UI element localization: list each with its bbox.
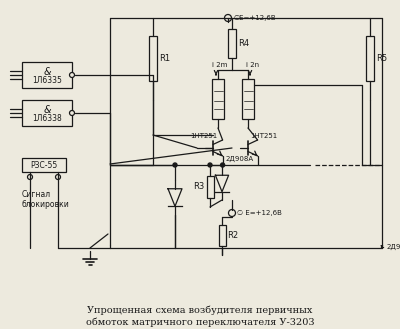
- Text: i 2n: i 2n: [246, 62, 259, 68]
- Bar: [212, 79, 224, 119]
- Text: РЗС-55: РЗС-55: [30, 161, 58, 169]
- Text: 2Д908А: 2Д908А: [387, 243, 400, 250]
- Circle shape: [221, 163, 225, 167]
- Text: ∅E=+12,6B: ∅E=+12,6B: [233, 15, 276, 21]
- Circle shape: [208, 163, 212, 167]
- Bar: [206, 176, 214, 198]
- Text: R1: R1: [159, 54, 170, 63]
- Text: &: &: [43, 105, 51, 115]
- Bar: [218, 225, 226, 246]
- Text: Сигнал
блокировки: Сигнал блокировки: [22, 190, 70, 209]
- Text: обмоток матричного переключателя У-3203: обмоток матричного переключателя У-3203: [86, 317, 314, 327]
- Bar: [22, 62, 72, 88]
- Text: i 2m: i 2m: [212, 62, 227, 68]
- Text: 1НТ251: 1НТ251: [250, 133, 278, 139]
- Text: R5: R5: [376, 54, 387, 63]
- Text: R4: R4: [238, 39, 249, 48]
- Bar: [149, 36, 157, 81]
- Bar: [22, 158, 66, 172]
- Text: ∅ E=+12,6B: ∅ E=+12,6B: [237, 210, 282, 216]
- Text: R2: R2: [228, 231, 239, 240]
- Text: R3: R3: [193, 182, 204, 191]
- Text: Упрощенная схема возбудителя первичных: Упрощенная схема возбудителя первичных: [87, 305, 313, 315]
- Text: 1Л6335: 1Л6335: [32, 76, 62, 85]
- Bar: [366, 36, 374, 81]
- Bar: [242, 79, 254, 119]
- Bar: [22, 100, 72, 126]
- Circle shape: [70, 72, 74, 78]
- Circle shape: [28, 174, 32, 180]
- Circle shape: [173, 163, 177, 167]
- Circle shape: [70, 111, 74, 115]
- Circle shape: [56, 174, 60, 180]
- Bar: [228, 29, 236, 58]
- Text: 1НТ251: 1НТ251: [190, 133, 218, 139]
- Text: &: &: [43, 67, 51, 77]
- Text: 1Л6338: 1Л6338: [32, 114, 62, 123]
- Text: 2Д908А: 2Д908А: [226, 156, 254, 162]
